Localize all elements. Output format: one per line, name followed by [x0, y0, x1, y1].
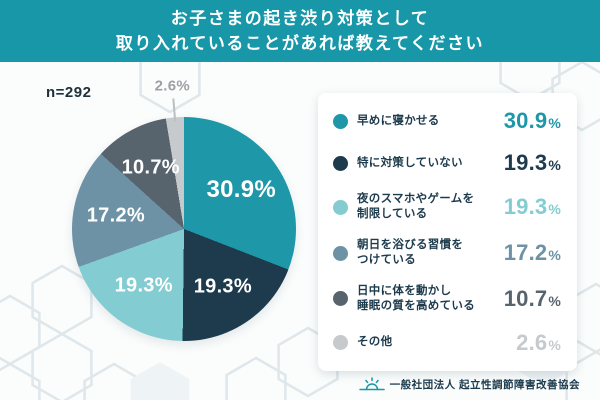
legend-item: 日中に体を動かし 睡眠の質を高めている 10.7%: [333, 284, 561, 314]
legend-color-dot: [333, 155, 348, 171]
legend-item: 夜のスマホやゲームを 制限している 19.3%: [333, 192, 561, 222]
legend-value: 10.7%: [503, 285, 561, 311]
legend-color-dot: [333, 291, 348, 307]
legend-value: 19.3%: [503, 194, 561, 220]
legend-item: 特に対策していない 19.3%: [333, 150, 561, 176]
legend: 早めに寝かせる 30.9% 特に対策していない 19.3% 夜のスマホやゲームを…: [318, 93, 577, 371]
legend-color-dot: [333, 113, 348, 129]
legend-label: 日中に体を動かし 睡眠の質を高めている: [357, 285, 475, 312]
legend-label: 夜のスマホやゲームを 制限している: [357, 193, 475, 221]
pie-chart: [72, 117, 296, 341]
sample-size-label: n=292: [46, 84, 92, 101]
title-line-2: 取り入れていることがあれば教えてください: [115, 34, 485, 53]
legend-label: 早めに寝かせる: [357, 114, 440, 127]
footer-credit: 一般社団法人 起立性調節障害改善協会: [358, 377, 580, 392]
legend-item: その他 2.6%: [333, 330, 561, 356]
header-banner: お子さまの起き渋り対策として 取り入れていることがあれば教えてください: [0, 0, 600, 62]
pie-segment-label: 19.3%: [193, 275, 252, 298]
pie-segment-label: 10.7%: [121, 156, 180, 179]
legend-label: その他: [357, 336, 393, 349]
legend-color-dot: [333, 199, 348, 215]
legend-color-dot: [333, 245, 348, 261]
organization-name: 一般社団法人 起立性調節障害改善協会: [389, 379, 580, 391]
legend-label: 特に対策していない: [357, 156, 463, 169]
sunrise-icon: [358, 377, 385, 391]
pie-chart-area: 30.9% 19.3% 19.3% 17.2% 10.7% 2.6%: [40, 70, 330, 370]
legend-item: 早めに寝かせる 30.9%: [333, 108, 561, 134]
legend-value: 30.9%: [503, 108, 561, 133]
pie-segment-label: 30.9%: [206, 175, 277, 203]
legend-value: 17.2%: [503, 240, 561, 265]
legend-item: 朝日を浴びる習慣を つけている 17.2%: [333, 238, 561, 268]
pie-segment-label: 17.2%: [86, 204, 145, 227]
legend-value: 19.3%: [503, 150, 561, 176]
legend-label: 朝日を浴びる習慣を つけている: [357, 239, 464, 266]
pie-segment-label: 19.3%: [114, 274, 173, 297]
legend-color-dot: [333, 335, 348, 351]
legend-value: 2.6%: [516, 329, 561, 355]
title-line-1: お子さまの起き渋り対策として: [170, 9, 430, 28]
pie-segment-label: 2.6%: [154, 77, 190, 95]
